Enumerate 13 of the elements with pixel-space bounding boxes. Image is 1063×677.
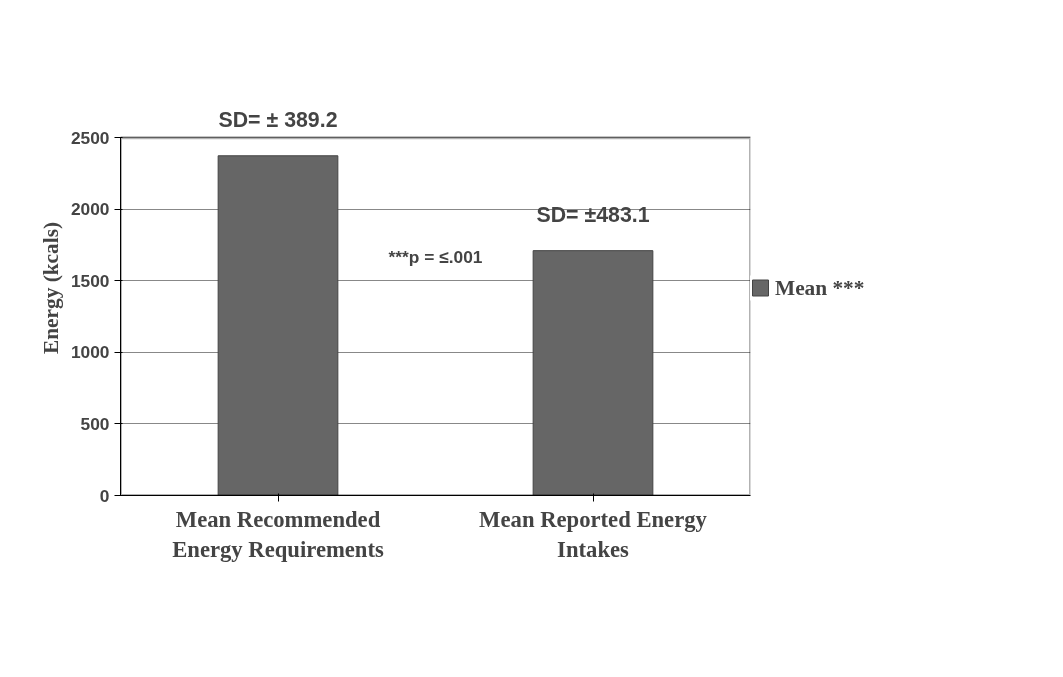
y-axis-title: Energy (kcals) bbox=[38, 221, 63, 355]
annotation: ***p = ≤.001 bbox=[388, 246, 483, 267]
legend-label: Mean *** bbox=[775, 275, 865, 300]
y-tick-label: 2000 bbox=[70, 199, 110, 220]
annotation: SD= ±483.1 bbox=[536, 202, 650, 227]
y-tick-label: 2500 bbox=[70, 127, 110, 148]
x-tick-label: Mean Recommended Energy Requirements bbox=[172, 506, 385, 562]
y-tick-label: 500 bbox=[80, 413, 110, 434]
x-tick-label: Mean Reported Energy Intakes bbox=[479, 506, 708, 562]
y-tick-label: 0 bbox=[99, 485, 110, 506]
y-tick-label: 1500 bbox=[70, 270, 110, 291]
y-tick-label: 1000 bbox=[70, 342, 110, 363]
annotation: SD= ± 389.2 bbox=[218, 107, 338, 132]
